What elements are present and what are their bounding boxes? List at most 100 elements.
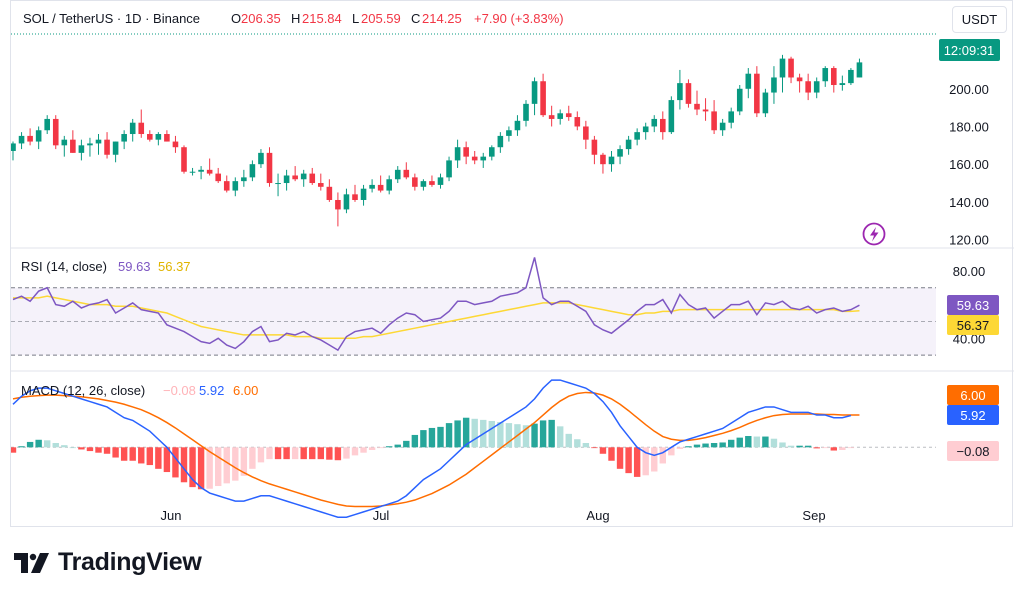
close-value: 214.25 bbox=[422, 11, 462, 26]
macd-hist-bar bbox=[599, 447, 607, 454]
macd-hist-bar bbox=[103, 447, 111, 454]
macd-hist-bar bbox=[557, 426, 564, 448]
macd-title: MACD (12, 26, close) bbox=[21, 383, 145, 398]
macd-hist-bar bbox=[497, 422, 504, 448]
candle bbox=[352, 184, 358, 202]
macd-hist-bar bbox=[309, 447, 316, 460]
candle bbox=[232, 177, 239, 197]
candle bbox=[813, 77, 820, 99]
macd-hist-bar bbox=[779, 442, 786, 448]
candle bbox=[52, 115, 59, 150]
macd-hist-bar bbox=[659, 447, 666, 464]
signal-legend-value: 6.00 bbox=[233, 383, 258, 398]
candle bbox=[172, 135, 179, 153]
candle bbox=[779, 54, 786, 93]
candle bbox=[489, 145, 495, 161]
candle bbox=[608, 150, 615, 172]
macd-hist-bar bbox=[240, 447, 248, 476]
candle bbox=[206, 158, 213, 176]
macd-hist-bar bbox=[445, 423, 453, 448]
candle bbox=[394, 166, 401, 184]
macd-hist-bar bbox=[44, 440, 51, 448]
symbol-label: SOL / TetherUS · 1D · Binance bbox=[23, 11, 200, 26]
macd-hist-bar bbox=[52, 443, 59, 448]
logo-text: TradingView bbox=[58, 548, 202, 576]
price-tick-label: 200.00 bbox=[949, 82, 989, 97]
macd-hist-bar bbox=[274, 447, 282, 460]
macd-hist-bar bbox=[26, 441, 34, 448]
candle bbox=[223, 175, 230, 193]
countdown-value: 12:09:31 bbox=[944, 43, 995, 58]
close-label: C bbox=[411, 11, 420, 26]
candle bbox=[318, 173, 324, 191]
candle bbox=[523, 100, 529, 127]
macd-hist-bar bbox=[770, 438, 778, 448]
candle bbox=[634, 128, 640, 146]
high-value: 215.84 bbox=[302, 11, 342, 26]
currency-button[interactable]: USDT bbox=[952, 6, 1007, 33]
candle bbox=[754, 66, 760, 118]
candle bbox=[95, 134, 102, 155]
lightning-icon[interactable] bbox=[862, 222, 886, 246]
candle bbox=[856, 58, 863, 78]
tradingview-logo[interactable]: TradingView bbox=[14, 548, 202, 577]
candle bbox=[822, 66, 829, 87]
macd-hist-bar bbox=[120, 447, 128, 461]
time-axis[interactable]: Jun Jul Aug Sep bbox=[161, 508, 826, 523]
macd-hist-bar bbox=[651, 447, 658, 472]
candle bbox=[463, 141, 469, 165]
candle bbox=[591, 135, 598, 165]
candle bbox=[87, 137, 93, 157]
candle bbox=[506, 126, 512, 142]
candle bbox=[839, 75, 846, 91]
time-tick-label: Aug bbox=[586, 508, 609, 523]
chart-canvas[interactable]: SOL / TetherUS · 1D · Binance O 206.35 H… bbox=[11, 1, 1014, 528]
time-tick-label: Sep bbox=[802, 508, 825, 523]
candle bbox=[369, 179, 375, 193]
macd-hist-bar bbox=[343, 447, 350, 459]
candle bbox=[694, 90, 700, 116]
macd-hist-bar bbox=[702, 443, 709, 448]
macd-hist-bar bbox=[326, 447, 333, 460]
price-axis[interactable]: 200.00 180.00 160.00 140.00 120.00 bbox=[949, 82, 989, 248]
rsi-axis[interactable]: 80.00 40.00 bbox=[953, 264, 986, 346]
macd-pane[interactable]: MACD (12, 26, close) −0.08 5.92 6.00 6.0… bbox=[11, 379, 999, 518]
rsi-legend-value: 59.63 bbox=[118, 259, 151, 274]
rsi-line bbox=[12, 257, 860, 352]
macd-hist-bar bbox=[420, 430, 427, 448]
candle bbox=[35, 126, 42, 150]
macd-hist-bar bbox=[163, 447, 171, 473]
macd-hist-bar bbox=[189, 447, 196, 488]
candle bbox=[326, 179, 333, 202]
price-tick-label: 120.00 bbox=[949, 233, 989, 248]
candle bbox=[437, 173, 444, 189]
candle bbox=[685, 79, 692, 108]
macd-hist-bar bbox=[847, 447, 855, 449]
macd-hist-bar bbox=[582, 443, 590, 448]
svg-text:59.63: 59.63 bbox=[957, 298, 990, 313]
candle bbox=[736, 85, 743, 116]
candle bbox=[61, 135, 68, 157]
candle bbox=[181, 145, 187, 174]
macd-hist-bar bbox=[69, 447, 77, 449]
macd-hist-bar bbox=[411, 434, 419, 448]
candle bbox=[164, 130, 170, 142]
candle bbox=[565, 105, 572, 121]
macd-hist-bar bbox=[804, 445, 812, 448]
macd-hist-bar bbox=[138, 447, 145, 464]
chart-frame[interactable]: SOL / TetherUS · 1D · Binance O 206.35 H… bbox=[10, 0, 1014, 528]
macd-hist-bar bbox=[608, 447, 615, 461]
candle bbox=[309, 167, 316, 185]
change-value: +7.90 (+3.83%) bbox=[474, 11, 564, 26]
candle bbox=[557, 109, 563, 125]
macd-hist-bar bbox=[822, 447, 829, 449]
macd-hist-bar bbox=[283, 447, 290, 460]
candle bbox=[121, 130, 127, 150]
candle bbox=[796, 73, 803, 93]
candle bbox=[531, 77, 538, 116]
macd-hist-bar bbox=[317, 447, 324, 460]
macd-hist-bar bbox=[574, 439, 581, 448]
candle bbox=[771, 66, 777, 104]
rsi-pane[interactable]: RSI (14, close) 59.63 56.37 80.00 40.00 5… bbox=[11, 257, 999, 356]
macd-hist-bar bbox=[539, 420, 547, 448]
